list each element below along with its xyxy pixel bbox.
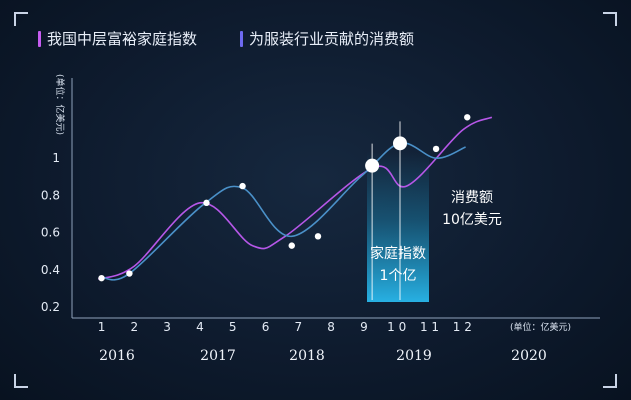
annotation-consumption-line1: 消费额 [451, 190, 493, 206]
annotation-consumption-line2: 10亿美元 [442, 212, 502, 228]
legend-label: 我国中层富裕家庭指数 [47, 30, 198, 48]
x-tick-label: 1 [98, 320, 106, 334]
year-label: 2017 [200, 348, 236, 364]
legend-label: 为服装行业贡献的消费额 [249, 30, 415, 48]
corner-bracket [14, 12, 28, 26]
data-point-marker [314, 233, 322, 240]
legend-swatch [240, 30, 243, 47]
annotation-household-line1: 家庭指数 [370, 245, 426, 262]
year-label: 2020 [511, 348, 547, 364]
x-axis-unit: (单位：亿美元) [510, 321, 571, 333]
corner-bracket [603, 12, 617, 26]
highlight-point-marker [365, 158, 380, 173]
x-tick-label: 2 [130, 320, 138, 334]
data-point-marker [432, 145, 440, 153]
y-tick-label: 0.4 [41, 263, 60, 277]
year-label: 2016 [99, 348, 135, 364]
y-axis-label: (单位：亿美元) [54, 74, 66, 135]
legend-swatch [38, 30, 41, 47]
data-point-marker [464, 114, 471, 121]
x-tick-label: 1 1 [420, 320, 439, 334]
data-point-marker [203, 199, 210, 207]
x-tick-label: 1 0 [387, 320, 406, 334]
data-point-marker [126, 270, 133, 277]
annotation-household-line2: 1个亿 [380, 268, 417, 284]
data-point-marker [239, 182, 246, 190]
year-label: 2018 [289, 348, 325, 364]
x-tick-label: 3 [163, 320, 171, 334]
x-tick-label: 9 [360, 320, 368, 334]
legend-item-household-index: 我国中层富裕家庭指数 [38, 28, 197, 49]
x-tick-label: 8 [327, 320, 335, 334]
x-tick-label: 4 [196, 320, 204, 334]
legend-item-consumption: 为服装行业贡献的消费额 [240, 28, 414, 49]
x-tick-label: 1 2 [453, 320, 472, 334]
series-line-household-index [97, 116, 493, 280]
x-tick-label: 6 [262, 320, 270, 334]
series-line-consumption [101, 142, 466, 281]
y-tick-label: 0.6 [41, 226, 60, 240]
x-tick-label: 7 [294, 320, 302, 334]
y-tick-label: 0.2 [41, 300, 60, 314]
y-tick-label: 1 [52, 151, 60, 165]
corner-bracket [603, 374, 617, 388]
x-tick-label: 5 [229, 320, 237, 334]
data-point-marker [98, 274, 105, 282]
corner-bracket [14, 374, 28, 388]
y-tick-label: 0.8 [41, 188, 60, 202]
year-label: 2019 [396, 348, 432, 364]
data-point-marker [288, 242, 295, 249]
highlight-point-marker [393, 136, 407, 151]
